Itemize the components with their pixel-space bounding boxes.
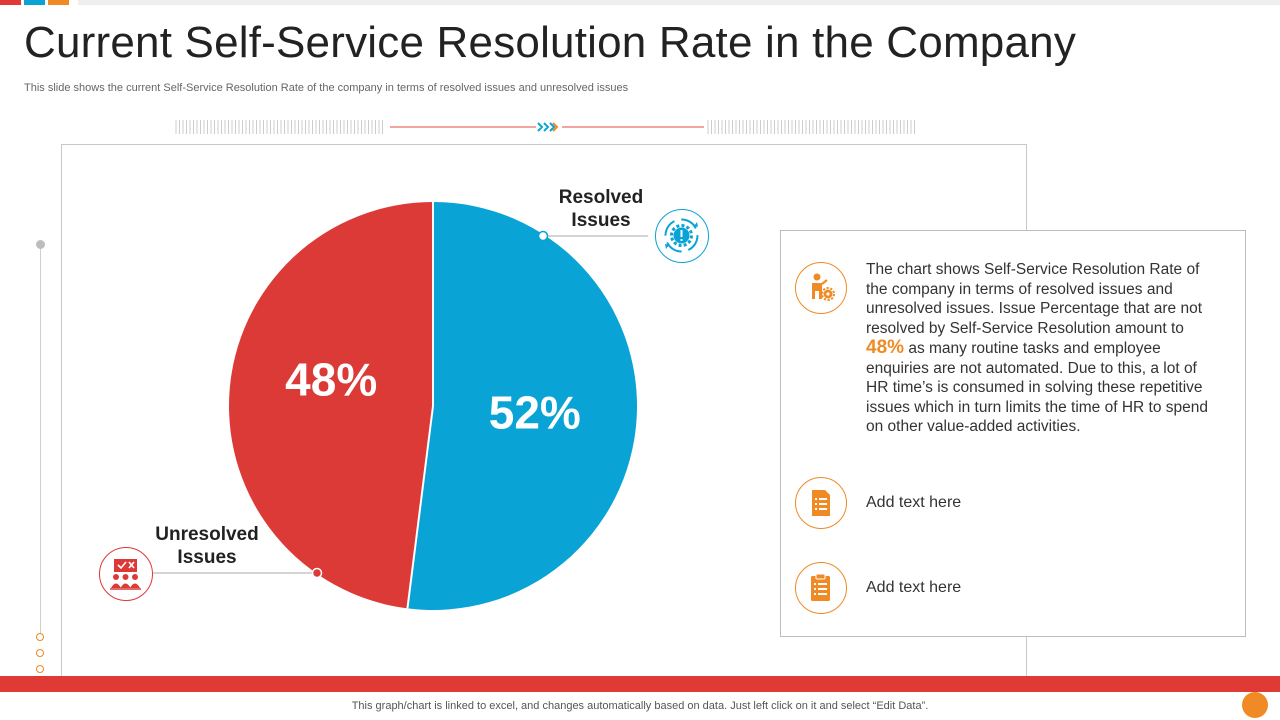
info-panel [780, 230, 1246, 637]
gear-cycle-icon [655, 209, 709, 263]
info-text-after: as many routine tasks and employee enqui… [866, 340, 1208, 435]
category-label-resolved-line2: Issues [571, 210, 631, 231]
category-label-resolved: Resolved Issues [540, 186, 662, 232]
leader-dot-resolved [537, 230, 549, 242]
top-accent-gray [78, 0, 1280, 5]
info-item-2-text: Add text here [866, 579, 962, 596]
left-vertical-line [40, 244, 41, 634]
category-label-unresolved: Unresolved Issues [140, 523, 274, 569]
decorative-divider [175, 120, 915, 134]
category-label-resolved-line1: Resolved [558, 187, 644, 208]
info-text-before: The chart shows Self-Service Resolution … [866, 261, 1203, 337]
info-description: The chart shows Self-Service Resolution … [866, 260, 1222, 437]
footer-note: This graph/chart is linked to excel, and… [351, 700, 929, 712]
corner-circle-icon [1242, 692, 1268, 718]
pie-slice-unresolved[interactable] [228, 202, 433, 609]
left-ring-2 [36, 649, 44, 657]
top-accent-orange [48, 0, 69, 5]
page-subtitle: This slide shows the current Self-Servic… [24, 82, 629, 94]
person-gear-icon [795, 262, 847, 314]
info-highlight-percentage: 48% [866, 337, 905, 358]
top-accent-blue [24, 0, 45, 5]
left-ring-3 [36, 665, 44, 673]
category-label-unresolved-line2: Issues [177, 547, 237, 568]
category-label-unresolved-line1: Unresolved [155, 524, 259, 545]
page-title: Current Self-Service Resolution Rate in … [24, 18, 1077, 67]
document-list-icon [795, 477, 847, 529]
info-item-1-text: Add text here [866, 494, 962, 511]
clipboard-list-icon [795, 562, 847, 614]
leader-dot-unresolved [311, 567, 323, 579]
team-checklist-icon [99, 547, 153, 601]
left-ring-1 [36, 633, 44, 641]
data-label-unresolved: 48% [285, 354, 377, 406]
data-label-resolved: 52% [489, 386, 581, 438]
bottom-accent-bar [0, 676, 1280, 692]
pie-slice-divider-2 [406, 405, 434, 609]
top-accent-red [0, 0, 21, 5]
pie-slice-resolved[interactable] [407, 202, 637, 610]
left-line-dot [36, 240, 45, 249]
